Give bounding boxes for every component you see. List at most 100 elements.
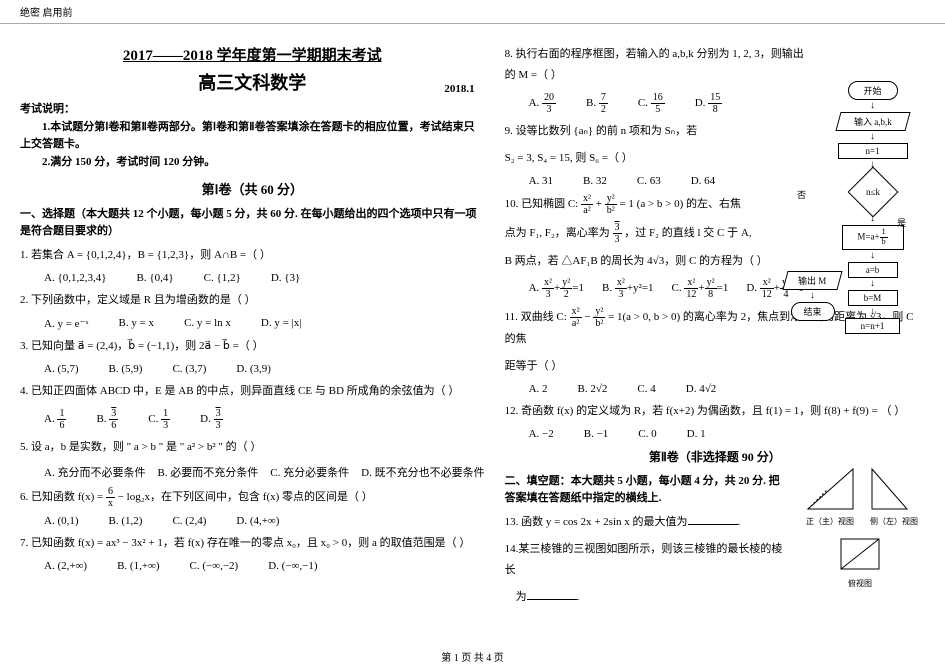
q7a: A. (2,+∞) [44,560,87,572]
q6-opts: A. (0,1) B. (1,2) C. (2,4) D. (4,+∞) [44,515,485,527]
q4b: B. 36 [96,408,118,431]
q9-pre: 9. 设等比数列 {aₙ} 的前 n 项和为 Sₙ，若 [505,125,698,137]
q11b: B. 2√2 [578,383,608,395]
q12c: C. 0 [638,428,656,440]
q3: 3. 已知向量 a⃗ = (2,4)，b⃗ = (−1,1)，则 2a⃗ − b… [20,336,485,357]
instr-2: 2.满分 150 分，考试时间 120 分钟。 [20,154,485,172]
part2-head: 第Ⅱ卷（非选择题 90 分） [505,448,925,465]
q7-opts: A. (2,+∞) B. (1,+∞) C. (−∞,−2) D. (−∞,−1… [44,560,485,572]
q5b: B. 必要而不充分条件 [157,464,258,480]
q2a: A. y = e⁻ˣ [44,317,89,330]
q6a: A. (0,1) [44,515,79,527]
q9c: C. 63 [637,175,661,187]
arrow-icon: ↓ [815,251,930,261]
q1d: D. {3} [271,272,301,284]
q14-post: 为 [516,591,527,603]
q4-opts: A. 16 B. 36 C. 13 D. 33 [44,408,485,431]
fc-yes: 是 [897,216,906,229]
part1-head: 第Ⅰ卷（共 60 分） [20,179,485,198]
q3-opts: A. (5,7) B. (5,9) C. (3,7) D. (3,9) [44,363,485,375]
q4: 4. 已知正四面体 ABCD 中，E 是 AB 的中点，则异面直线 CE 与 B… [20,381,485,402]
page-body: 2017——2018 学年度第一学期期末考试 高三文科数学 2018.1 考试说… [0,28,945,624]
fc-out: 输出 M [782,271,842,290]
tv-top-label: 俯视图 [800,578,920,589]
q4d: D. 33 [200,408,222,431]
q9b: B. 32 [583,175,607,187]
arrow-icon: ↓ [815,132,930,142]
fc-inc: n=n+1 [845,318,900,334]
q11d: D. 4√2 [686,383,716,395]
q12a: A. −2 [529,428,554,440]
q5d: D. 既不充分也不必要条件 [361,464,484,480]
q2: 2. 下列函数中，定义域是 R 且为增函数的是（ ） [20,290,485,311]
fc-input: 输入 a,b,k [835,112,910,131]
confidential-header: 绝密 启用前 [0,0,945,24]
q3c: C. (3,7) [172,363,206,375]
q10a: A. x²3+y²2=1 [529,277,584,300]
q2d: D. y = |x| [261,317,302,330]
fc-b: b=M [848,290,898,306]
q5c: C. 充分必要条件 [270,464,349,480]
q3a: A. (5,7) [44,363,79,375]
exam-title: 2017——2018 学年度第一学期期末考试 [20,44,485,65]
q5: 5. 设 a，b 是实数，则 " a > b " 是 " a² > b² " 的… [20,437,485,458]
mc-head: 一、选择题（本大题共 12 个小题，每小题 5 分，共 60 分. 在每小题给出… [20,206,485,239]
q4a: A. 16 [44,408,66,431]
q1b: B. {0,4} [137,272,174,284]
fc-a: a=b [848,262,898,278]
subtitle-text: 高三文科数学 [198,73,306,93]
fc-start: 开始 [848,81,898,100]
q7b: B. (1,+∞) [117,560,159,572]
q1-opts: A. {0,1,2,3,4} B. {0,4} C. {1,2} D. {3} [44,272,485,284]
q9d: D. 64 [691,175,715,187]
instr-1: 1.本试题分第Ⅰ卷和第Ⅱ卷两部分。第Ⅰ卷和第Ⅱ卷答案填涂在答题卡的相应位置，考试… [20,119,485,154]
fc-init: n=1 [838,143,908,159]
q12-opts: A. −2 B. −1 C. 0 D. 1 [529,428,925,440]
q7c: C. (−∞,−2) [190,560,239,572]
q2b: B. y = x [119,317,155,330]
q14-pre: 14.某三棱锥的三视图如图所示，则该三棱锥的最长棱的棱长 [505,543,783,576]
q4c: C. 13 [148,408,170,431]
q8a: A. 203 [529,92,556,115]
q14-blank [527,590,577,600]
q2c: C. y = ln x [184,317,231,330]
q1a: A. {0,1,2,3,4} [44,272,107,284]
tv-front: 正（主）视图 [800,464,860,527]
left-column: 2017——2018 学年度第一学期期末考试 高三文科数学 2018.1 考试说… [20,38,485,614]
q6: 6. 已知函数 f(x) = 6x − log₂x，在下列区间中，包含 f(x)… [20,486,485,509]
q11c: C. 4 [637,383,655,395]
tv-front-label: 正（主）视图 [800,516,860,527]
q7: 7. 已知函数 f(x) = ax³ − 3x² + 1，若 f(x) 存在唯一… [20,533,485,554]
q12: 12. 奇函数 f(x) 的定义域为 R，若 f(x+2) 为偶函数，且 f(1… [505,401,925,422]
q1c: C. {1,2} [204,272,241,284]
q13-text: 13. 函数 y = cos 2x + 2sin x 的最大值为 [505,516,688,528]
three-view: 正（主）视图 侧（左）视图 俯视图 [800,464,930,589]
q8d: D. 158 [695,92,722,115]
fc-no: 否 [797,188,806,201]
instructions: 考试说明： 1.本试题分第Ⅰ卷和第Ⅱ卷两部分。第Ⅰ卷和第Ⅱ卷答案填涂在答题卡的相… [20,101,485,171]
q2-opts: A. y = e⁻ˣ B. y = x C. y = ln x D. y = |… [44,317,485,330]
page-footer: 第 1 页 共 4 页 [0,649,945,664]
q12d: D. 1 [687,428,706,440]
q7d: D. (−∞,−1) [268,560,317,572]
q6d: D. (4,+∞) [236,515,279,527]
q11-pre: 11. 双曲线 C: [505,311,570,323]
q12b: B. −1 [584,428,609,440]
q13-blank [688,515,738,525]
q6c: C. (2,4) [172,515,206,527]
q3b: B. (5,9) [109,363,143,375]
q3d: D. (3,9) [236,363,271,375]
q11-l2: 距等于（ ） [505,356,925,377]
q14-l2: 为. [505,587,925,608]
q10c: C. x²12+y²8=1 [672,277,729,300]
arrow-icon: ↓ [785,291,840,301]
q10-post: = 1 (a > b > 0) 的左、右焦 [619,198,741,210]
q11-opts: A. 2 B. 2√2 C. 4 D. 4√2 [529,383,925,395]
q6b: B. (1,2) [109,515,143,527]
q8c: C. 165 [638,92,665,115]
q1: 1. 若集合 A = {0,1,2,4}，B = {1,2,3}，则 A∩B =… [20,245,485,266]
arrow-icon: ↓ [815,101,930,111]
q5-opts: A. 充分而不必要条件 B. 必要而不充分条件 C. 充分必要条件 D. 既不充… [44,464,485,480]
q10b: B. x²3+y²=1 [602,277,654,300]
fc-m: M=a+1b [842,225,904,250]
